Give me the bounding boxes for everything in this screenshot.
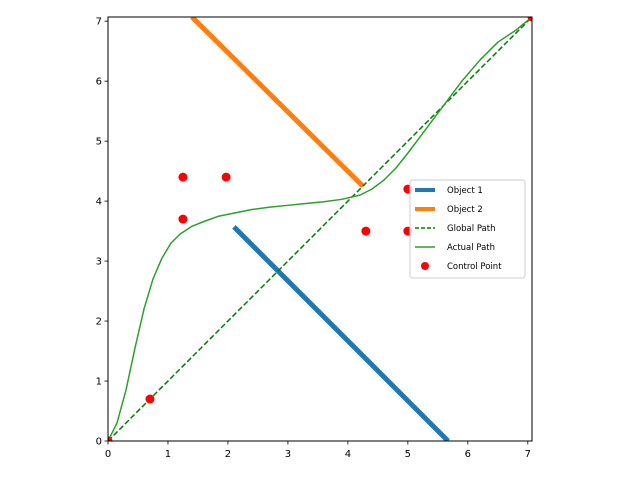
x-tick-label: 1 [165, 449, 171, 460]
x-tick-label: 6 [465, 449, 471, 460]
y-tick-label: 4 [96, 197, 102, 208]
legend-label-global-path: Global Path [447, 224, 496, 234]
y-tick-label: 2 [96, 317, 102, 328]
control-point-marker [178, 172, 188, 182]
control-point-marker [361, 226, 371, 236]
object-1-line [232, 225, 450, 441]
x-tick-label: 0 [105, 449, 111, 460]
x-tick-label: 2 [225, 449, 231, 460]
actual-path-line [108, 17, 532, 441]
global-path-line [108, 17, 532, 441]
legend-label-control-point: Control Point [447, 262, 502, 272]
x-tick-label: 7 [525, 449, 531, 460]
x-tick-label: 3 [285, 449, 291, 460]
y-tick-label: 0 [96, 437, 102, 448]
legend: Object 1 Object 2 Global Path Actual Path Co… [409, 179, 526, 279]
object-2-line [190, 17, 365, 188]
control-point-marker [221, 172, 231, 182]
control-point-marker [178, 214, 188, 224]
legend-label-object-2: Object 2 [447, 205, 483, 215]
plot-frame [107, 16, 533, 442]
plot-area [108, 17, 532, 441]
y-tick-label: 3 [96, 257, 102, 268]
control-point-marker [527, 17, 532, 22]
legend-label-object-1: Object 1 [447, 186, 483, 196]
x-tick-label: 5 [405, 449, 411, 460]
y-tick-label: 1 [96, 377, 102, 388]
control-point-marker [108, 436, 113, 441]
control-point-marker [145, 394, 155, 404]
legend-box [409, 179, 526, 279]
legend-swatch-control-point [421, 262, 429, 270]
y-tick-label: 7 [96, 17, 102, 28]
x-tick-label: 4 [345, 449, 351, 460]
axes: 0 1 2 3 4 5 6 7 0 1 2 3 4 5 6 7 [96, 17, 531, 460]
legend-label-actual-path: Actual Path [447, 243, 495, 253]
y-tick-label: 5 [96, 137, 102, 148]
y-tick-label: 6 [96, 77, 102, 88]
